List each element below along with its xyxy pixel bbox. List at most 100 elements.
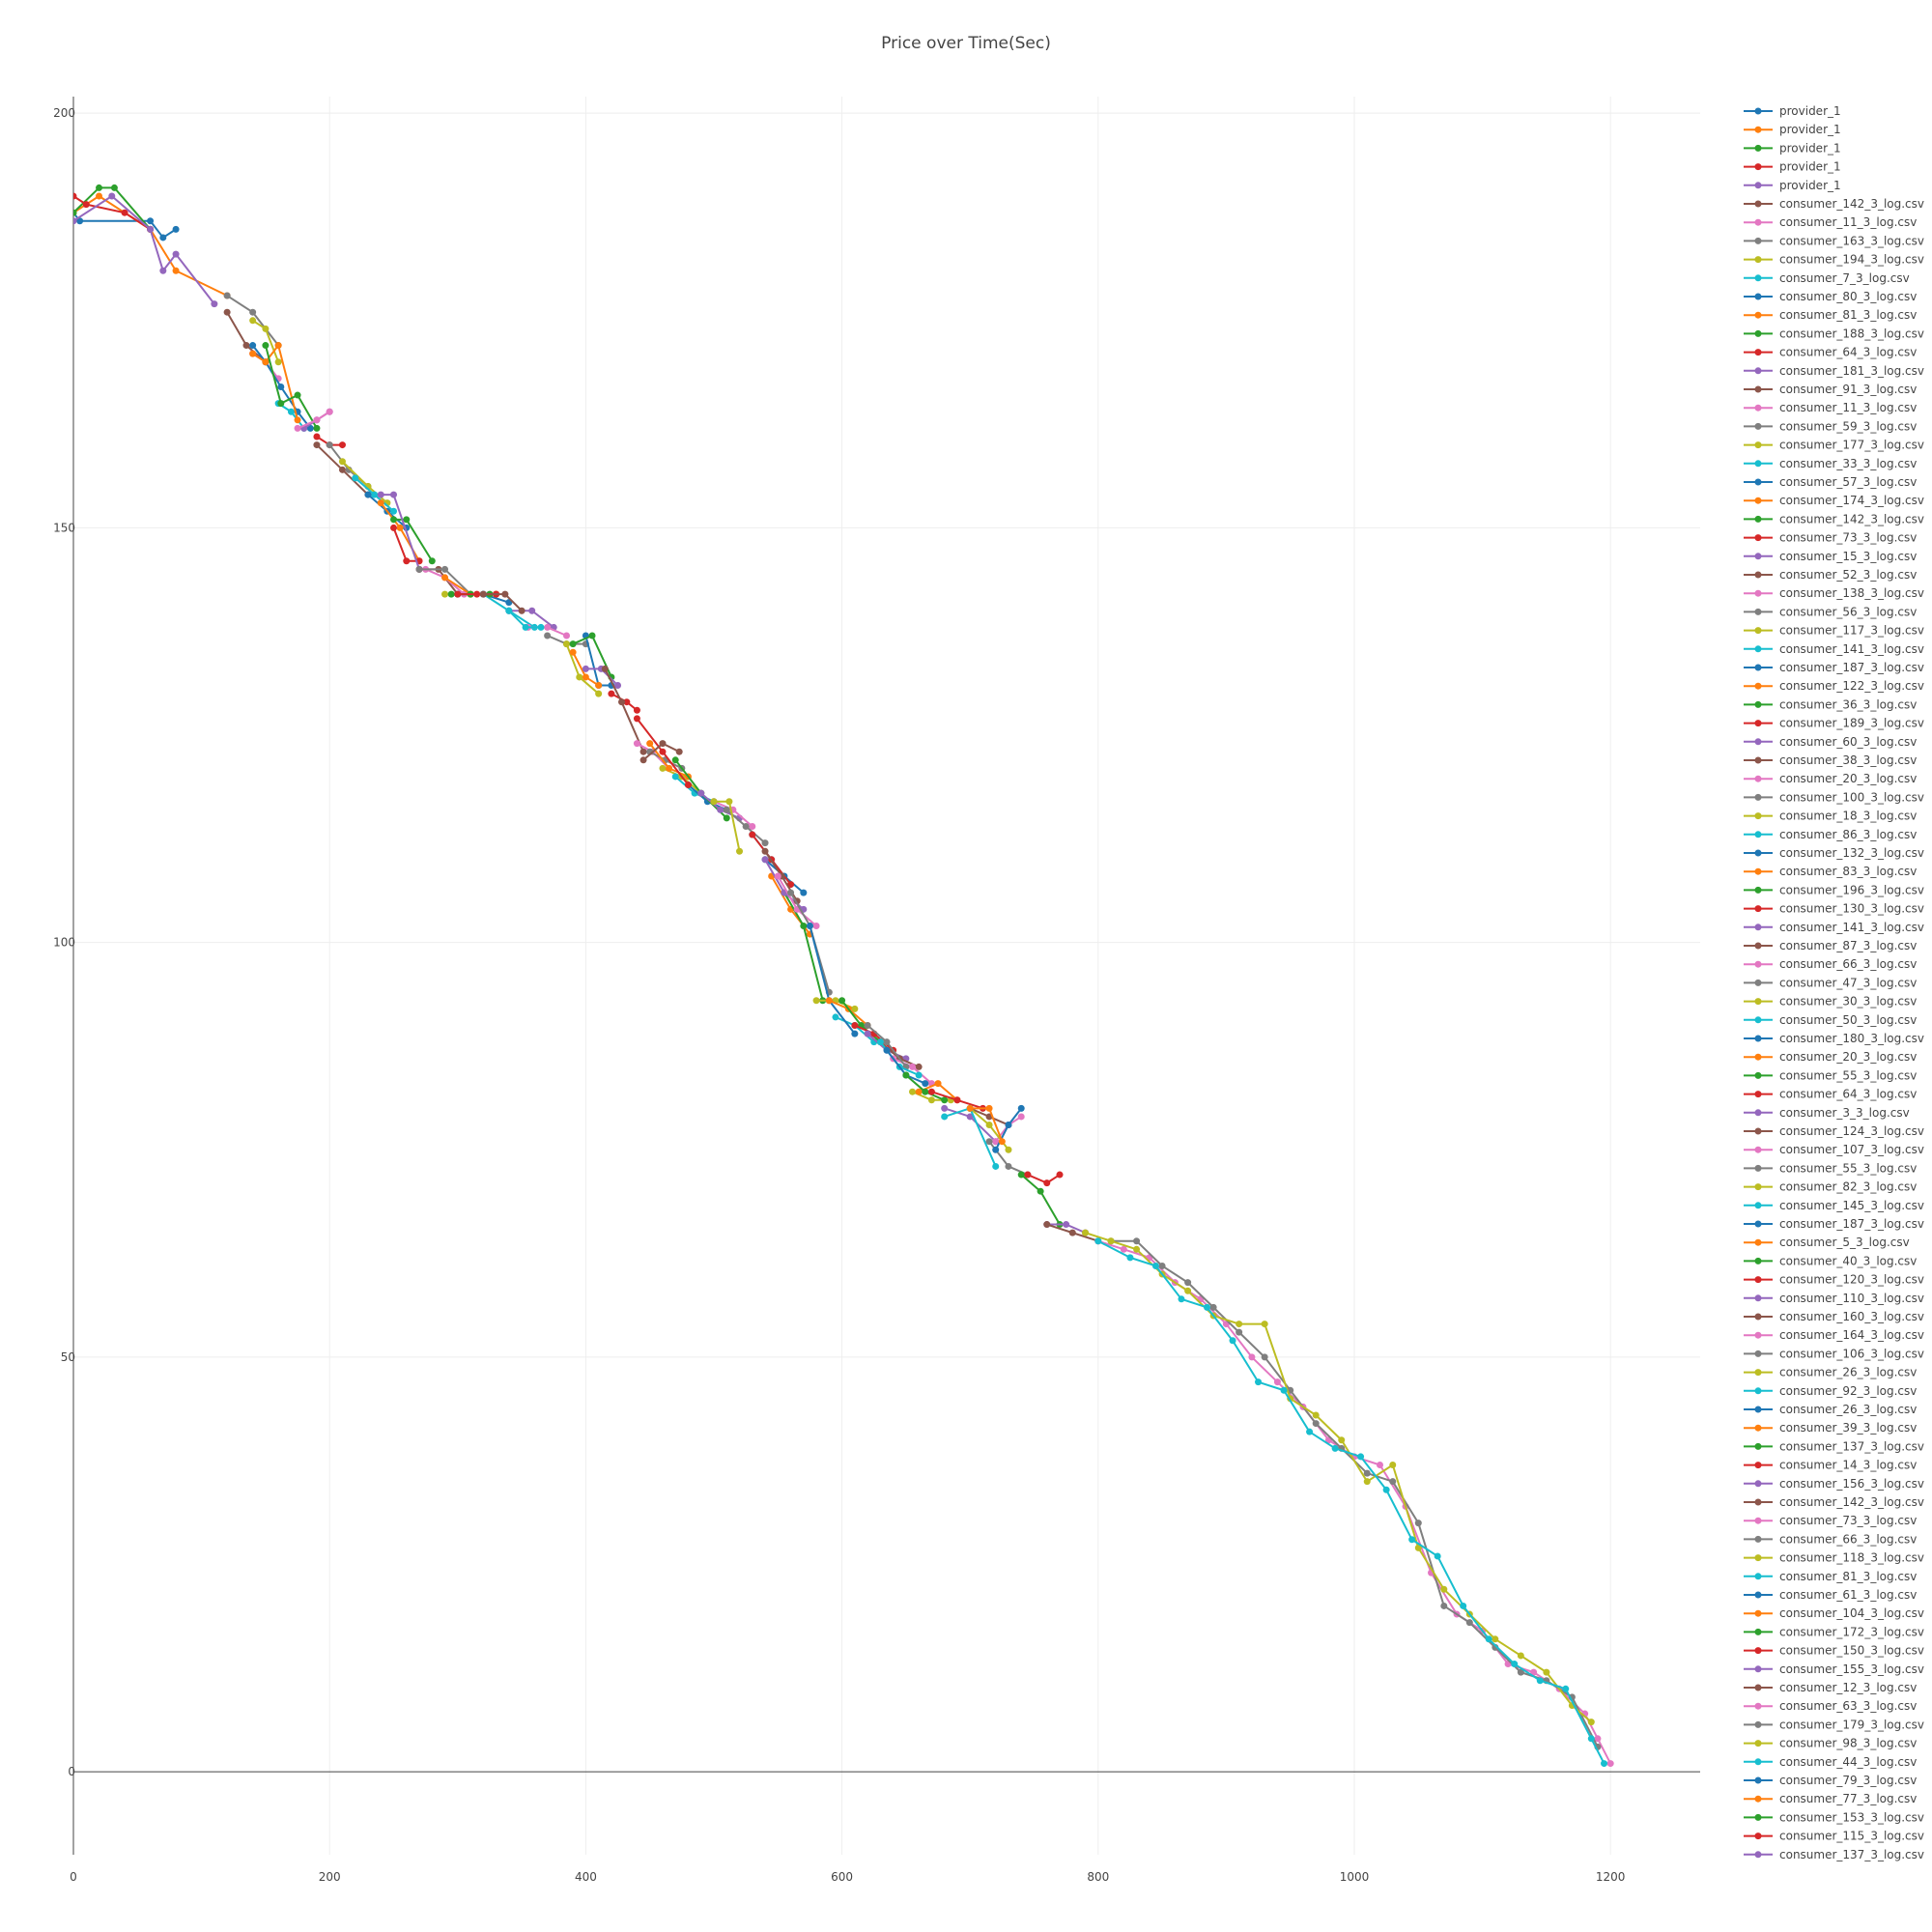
legend-item[interactable]: consumer_39_3_log.csv xyxy=(1744,1421,1917,1435)
legend-item[interactable]: consumer_83_3_log.csv xyxy=(1744,865,1917,878)
legend-item[interactable]: consumer_18_3_log.csv xyxy=(1744,810,1917,823)
legend-item[interactable]: consumer_92_3_log.csv xyxy=(1744,1384,1917,1398)
legend-item[interactable]: consumer_73_3_log.csv xyxy=(1744,531,1917,545)
legend-item[interactable]: consumer_56_3_log.csv xyxy=(1744,605,1917,618)
legend-item[interactable]: consumer_36_3_log.csv xyxy=(1744,697,1917,711)
legend-item[interactable]: consumer_187_3_log.csv xyxy=(1744,1217,1924,1231)
legend-item[interactable]: consumer_60_3_log.csv xyxy=(1744,735,1917,749)
legend-item[interactable]: consumer_120_3_log.csv xyxy=(1744,1273,1924,1287)
legend-item[interactable]: consumer_100_3_log.csv xyxy=(1744,790,1924,804)
legend-item[interactable]: consumer_15_3_log.csv xyxy=(1744,550,1917,563)
legend-item[interactable]: consumer_138_3_log.csv xyxy=(1744,586,1924,600)
legend-item[interactable]: consumer_160_3_log.csv xyxy=(1744,1310,1924,1323)
legend-item[interactable]: consumer_142_3_log.csv xyxy=(1744,197,1924,211)
legend-item[interactable]: provider_1 xyxy=(1744,160,1841,174)
legend-item[interactable]: consumer_40_3_log.csv xyxy=(1744,1254,1917,1267)
legend-item[interactable]: consumer_7_3_log.csv xyxy=(1744,271,1910,285)
legend-item[interactable]: consumer_179_3_log.csv xyxy=(1744,1718,1924,1731)
legend-item[interactable]: consumer_26_3_log.csv xyxy=(1744,1403,1917,1416)
legend-item[interactable]: consumer_64_3_log.csv xyxy=(1744,346,1917,359)
legend-item[interactable]: consumer_33_3_log.csv xyxy=(1744,457,1917,470)
legend-item[interactable]: consumer_52_3_log.csv xyxy=(1744,568,1917,582)
legend-item[interactable]: consumer_91_3_log.csv xyxy=(1744,383,1917,396)
legend-item[interactable]: consumer_118_3_log.csv xyxy=(1744,1551,1924,1565)
legend-item[interactable]: consumer_145_3_log.csv xyxy=(1744,1199,1924,1212)
legend-item[interactable]: consumer_38_3_log.csv xyxy=(1744,753,1917,767)
legend-item[interactable]: consumer_20_3_log.csv xyxy=(1744,1050,1917,1064)
legend-item[interactable]: consumer_164_3_log.csv xyxy=(1744,1328,1924,1342)
legend-item[interactable]: consumer_130_3_log.csv xyxy=(1744,902,1924,916)
legend-item[interactable]: consumer_189_3_log.csv xyxy=(1744,717,1924,730)
legend-item[interactable]: provider_1 xyxy=(1744,179,1841,192)
data-point xyxy=(1209,1303,1217,1311)
legend-item[interactable]: consumer_3_3_log.csv xyxy=(1744,1106,1910,1120)
legend-item[interactable]: consumer_11_3_log.csv xyxy=(1744,401,1917,414)
legend-item[interactable]: consumer_172_3_log.csv xyxy=(1744,1625,1924,1638)
legend-item[interactable]: consumer_44_3_log.csv xyxy=(1744,1755,1917,1769)
legend-item[interactable]: consumer_142_3_log.csv xyxy=(1744,512,1924,526)
data-point xyxy=(684,781,692,789)
legend-item[interactable]: consumer_59_3_log.csv xyxy=(1744,419,1917,433)
legend-item[interactable]: consumer_87_3_log.csv xyxy=(1744,939,1917,952)
data-point xyxy=(274,342,282,350)
legend-item[interactable]: consumer_180_3_log.csv xyxy=(1744,1032,1924,1045)
legend-item[interactable]: consumer_86_3_log.csv xyxy=(1744,828,1917,841)
legend-item[interactable]: consumer_181_3_log.csv xyxy=(1744,364,1924,378)
legend-item[interactable]: consumer_66_3_log.csv xyxy=(1744,1532,1917,1546)
legend-item[interactable]: consumer_137_3_log.csv xyxy=(1744,1439,1924,1453)
legend-item[interactable]: consumer_137_3_log.csv xyxy=(1744,1848,1924,1861)
legend-item[interactable]: consumer_73_3_log.csv xyxy=(1744,1514,1917,1527)
legend-item[interactable]: consumer_156_3_log.csv xyxy=(1744,1477,1924,1491)
legend-item[interactable]: consumer_153_3_log.csv xyxy=(1744,1810,1924,1824)
legend-item[interactable]: consumer_79_3_log.csv xyxy=(1744,1774,1917,1787)
legend-item[interactable]: consumer_150_3_log.csv xyxy=(1744,1644,1924,1658)
legend-item[interactable]: consumer_66_3_log.csv xyxy=(1744,957,1917,971)
legend-item[interactable]: consumer_132_3_log.csv xyxy=(1744,846,1924,860)
legend-item[interactable]: consumer_81_3_log.csv xyxy=(1744,308,1917,322)
legend-item[interactable]: consumer_106_3_log.csv xyxy=(1744,1347,1924,1360)
legend-item[interactable]: consumer_117_3_log.csv xyxy=(1744,624,1924,638)
legend-item[interactable]: provider_1 xyxy=(1744,104,1841,118)
legend-item[interactable]: consumer_57_3_log.csv xyxy=(1744,475,1917,489)
legend-item[interactable]: consumer_115_3_log.csv xyxy=(1744,1830,1924,1843)
legend-item[interactable]: consumer_124_3_log.csv xyxy=(1744,1124,1924,1138)
legend-item[interactable]: consumer_141_3_log.csv xyxy=(1744,642,1924,656)
legend-item[interactable]: consumer_81_3_log.csv xyxy=(1744,1570,1917,1583)
legend-item[interactable]: consumer_141_3_log.csv xyxy=(1744,921,1924,934)
legend-item[interactable]: consumer_14_3_log.csv xyxy=(1744,1459,1917,1472)
legend-item[interactable]: consumer_104_3_log.csv xyxy=(1744,1606,1924,1620)
legend-item[interactable]: consumer_55_3_log.csv xyxy=(1744,1161,1917,1175)
legend-item[interactable]: consumer_110_3_log.csv xyxy=(1744,1292,1924,1305)
data-point xyxy=(518,607,526,614)
legend-item[interactable]: provider_1 xyxy=(1744,123,1841,136)
legend-item[interactable]: consumer_122_3_log.csv xyxy=(1744,679,1924,693)
legend-item[interactable]: consumer_188_3_log.csv xyxy=(1744,327,1924,340)
legend-item[interactable]: consumer_11_3_log.csv xyxy=(1744,215,1917,229)
legend-item[interactable]: consumer_196_3_log.csv xyxy=(1744,883,1924,896)
legend-swatch-marker xyxy=(1754,1647,1762,1655)
legend-item[interactable]: consumer_50_3_log.csv xyxy=(1744,1013,1917,1027)
legend-item[interactable]: consumer_155_3_log.csv xyxy=(1744,1662,1924,1676)
legend-item[interactable]: consumer_177_3_log.csv xyxy=(1744,439,1924,452)
legend-item[interactable]: consumer_98_3_log.csv xyxy=(1744,1737,1917,1750)
legend-item[interactable]: consumer_30_3_log.csv xyxy=(1744,995,1917,1009)
legend-item[interactable]: consumer_80_3_log.csv xyxy=(1744,290,1917,303)
legend-item[interactable]: consumer_20_3_log.csv xyxy=(1744,772,1917,785)
legend-item[interactable]: consumer_174_3_log.csv xyxy=(1744,494,1924,507)
legend-item[interactable]: consumer_5_3_log.csv xyxy=(1744,1236,1910,1249)
legend-item[interactable]: consumer_26_3_log.csv xyxy=(1744,1366,1917,1379)
legend-item[interactable]: consumer_12_3_log.csv xyxy=(1744,1681,1917,1694)
legend-item[interactable]: consumer_194_3_log.csv xyxy=(1744,253,1924,267)
legend-item[interactable]: consumer_77_3_log.csv xyxy=(1744,1792,1917,1805)
legend-item[interactable]: provider_1 xyxy=(1744,141,1841,155)
legend-item[interactable]: consumer_187_3_log.csv xyxy=(1744,661,1924,674)
legend-item[interactable]: consumer_163_3_log.csv xyxy=(1744,234,1924,247)
legend-item[interactable]: consumer_82_3_log.csv xyxy=(1744,1180,1917,1194)
legend-item[interactable]: consumer_142_3_log.csv xyxy=(1744,1495,1924,1509)
legend-item[interactable]: consumer_47_3_log.csv xyxy=(1744,976,1917,989)
legend-item[interactable]: consumer_64_3_log.csv xyxy=(1744,1088,1917,1101)
legend-item[interactable]: consumer_61_3_log.csv xyxy=(1744,1588,1917,1602)
legend-item[interactable]: consumer_55_3_log.csv xyxy=(1744,1068,1917,1082)
legend-item[interactable]: consumer_107_3_log.csv xyxy=(1744,1143,1924,1156)
legend-item[interactable]: consumer_63_3_log.csv xyxy=(1744,1699,1917,1713)
